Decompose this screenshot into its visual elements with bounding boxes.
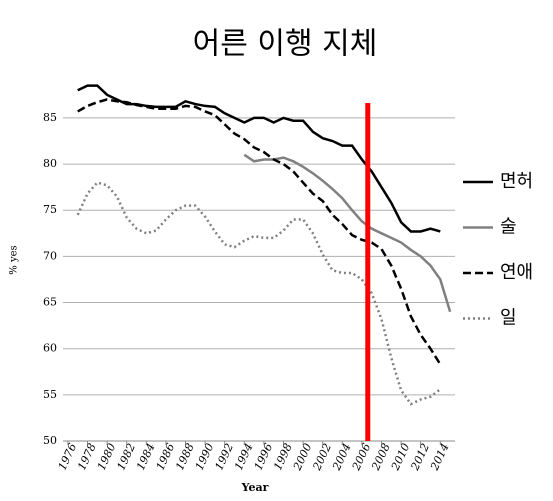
x-axis-label: Year [241, 481, 269, 494]
x-tick-label: 2006 [349, 441, 373, 473]
legend-label: 술 [500, 217, 517, 238]
series-line [243, 153, 452, 313]
y-tick-label: 85 [43, 111, 57, 124]
x-tick-label: 2008 [369, 441, 393, 473]
legend-label: 연애 [500, 262, 533, 283]
series-line [77, 98, 442, 366]
x-tick-label: 2002 [310, 441, 334, 473]
y-tick-label: 65 [43, 296, 57, 309]
y-tick-label: 80 [43, 157, 57, 170]
y-tick-label: 55 [43, 388, 57, 401]
x-tick-label: 2012 [408, 441, 432, 473]
y-tick-label: 75 [43, 203, 57, 216]
x-tick-label: 2014 [428, 441, 452, 473]
x-tick-label: 2010 [388, 441, 412, 473]
y-tick-label: 50 [43, 434, 57, 447]
x-tick-label: 2004 [330, 441, 354, 473]
y-tick-label: 60 [43, 342, 57, 355]
x-tick-label: 2000 [290, 441, 314, 473]
chart-title: 어른 이행 지체 [193, 27, 378, 62]
series-line [77, 84, 441, 233]
legend-label: 면허 [500, 171, 533, 192]
legend-label: 일 [500, 308, 517, 329]
y-axis-label: % yes [9, 245, 20, 274]
y-tick-label: 70 [43, 249, 57, 262]
series-line [76, 181, 442, 406]
